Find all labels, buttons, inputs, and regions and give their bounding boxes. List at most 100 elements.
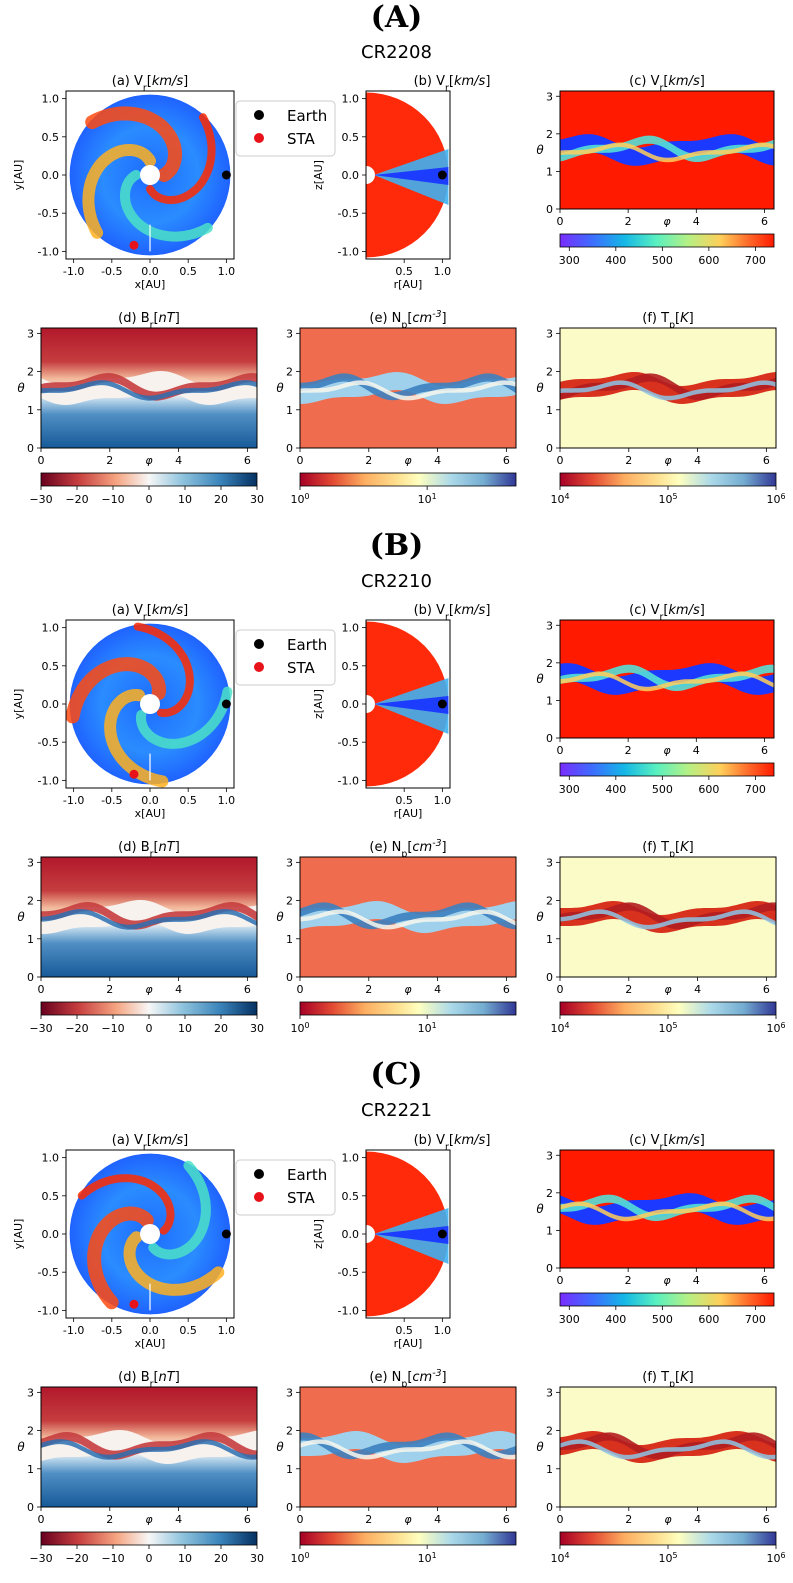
- colorbar-tick-label: 600: [698, 254, 719, 267]
- x-tick-label: 0: [38, 983, 45, 996]
- y-tick-label: 1.0: [42, 622, 60, 635]
- panel-f-frame: [559, 856, 777, 978]
- vr-spiral-arm: [104, 689, 169, 788]
- slow-wind-core: [374, 1226, 449, 1244]
- current-sheet-filament: [41, 901, 257, 930]
- panel-c-ylabel: θ: [536, 672, 544, 686]
- y-tick-label: 2: [286, 1425, 293, 1438]
- y-tick-label: 2: [286, 366, 293, 379]
- y-tick-label: 0.5: [342, 660, 360, 673]
- colorbar-tick-label: 30: [250, 493, 264, 506]
- panel-e-title: (e) Np[cm-3]: [369, 309, 446, 331]
- inner-boundary: [140, 1224, 160, 1244]
- y-tick-label: 1: [27, 404, 34, 417]
- x-tick-label: 4: [693, 1274, 700, 1287]
- x-tick-label: 0: [557, 215, 564, 228]
- section-c-label: (C): [370, 1057, 423, 1092]
- x-tick-label: 0: [297, 454, 304, 467]
- panel-a-xlabel: x[AU]: [135, 807, 166, 820]
- x-tick-label: 0: [297, 1513, 304, 1526]
- y-tick-label: 3: [286, 1386, 293, 1399]
- y-tick-label: 1: [546, 1463, 553, 1476]
- figure-section-0: (a) Vr[km/s] 1.0 0.5 0.0 -0.5 -1.0 -1.0 -0.5 0.0…: [12, 74, 786, 506]
- vr-spiral-arm: [65, 657, 166, 724]
- current-sheet-filament: [41, 909, 257, 930]
- colorbar-tick-label: 400: [605, 1313, 626, 1326]
- x-tick-label: 4: [175, 454, 182, 467]
- current-sheet-filament: [560, 902, 776, 930]
- colorbar-tick-label: 106: [766, 1021, 785, 1036]
- vr-spiral-arm: [82, 144, 156, 239]
- x-tick-label: 6: [761, 215, 768, 228]
- colorbar-tick-label: −30: [29, 1022, 52, 1035]
- x-tick-label: 6: [503, 454, 510, 467]
- earth-marker: [221, 699, 231, 709]
- panel-f-ylabel: θ: [536, 1440, 544, 1454]
- y-tick-label: 3: [27, 1386, 34, 1399]
- panel-f-xlabel: φ: [664, 983, 672, 996]
- y-tick-label: 3: [27, 856, 34, 869]
- panel-d-title: (d) Br[nT]: [118, 840, 180, 860]
- panel-b: (b) Vr[km/s] 1.0 0.5 0.0 -0.5 -1.0 0.5 1.0 r[AU]…: [312, 74, 490, 291]
- panel-e-frame: [299, 327, 517, 449]
- colorbar-tick-label: 20: [214, 1022, 228, 1035]
- panel-a-ylabel: y[AU]: [12, 689, 25, 720]
- panel-e-xlabel: φ: [404, 1513, 412, 1526]
- current-sheet-filament: [300, 1439, 516, 1460]
- x-tick-label: -0.5: [101, 794, 122, 807]
- x-tick-label: 0.0: [141, 1324, 159, 1337]
- legend-label-sta: STA: [287, 130, 316, 148]
- y-tick-label: 3: [546, 619, 553, 632]
- panel-d-title: (d) Br[nT]: [118, 311, 180, 331]
- vr-spiral-arm: [146, 113, 216, 204]
- colorbar-tick-label: 106: [766, 1551, 785, 1566]
- colorbar-tick-label: 105: [658, 1551, 677, 1566]
- panel-d-title: (d) Br[nT]: [118, 1370, 180, 1390]
- x-tick-label: 6: [763, 983, 770, 996]
- current-sheet-filament: [300, 902, 516, 930]
- y-tick-label: -1.0: [338, 245, 359, 258]
- vr-spiral-arm: [123, 1231, 225, 1296]
- panel-f-title: (f) Tp[K]: [642, 840, 693, 860]
- legend-label-earth: Earth: [287, 636, 327, 654]
- y-tick-label: 1: [286, 933, 293, 946]
- panel-d-frame: [40, 327, 258, 449]
- legend: Earth STA: [235, 629, 336, 686]
- panel-c-xlabel: φ: [663, 744, 671, 757]
- section-b-label: (B): [369, 528, 424, 563]
- colorbar-tick-label: 100: [290, 1021, 309, 1036]
- panel-f-colorbar: [559, 1531, 777, 1546]
- panel-f-xlabel: φ: [664, 454, 672, 467]
- x-tick-label: 0.0: [141, 265, 159, 278]
- x-tick-label: 4: [434, 1513, 441, 1526]
- x-tick-label: 2: [625, 215, 632, 228]
- panel-f: (f) Tp[K] 3 2 1 00 2 4 6 φ θ 104 105 106: [536, 1370, 785, 1565]
- current-sheet-filament: [560, 1439, 776, 1460]
- y-tick-label: 0: [546, 1501, 553, 1514]
- panel-a: (a) Vr[km/s] 1.0 0.5 0.0 -0.5 -1.0 -1.0 -0.5 0.0…: [12, 74, 336, 291]
- panel-a: (a) Vr[km/s] 1.0 0.5 0.0 -0.5 -1.0 -1.0 -0.5 0.0…: [12, 603, 336, 820]
- panel-b-ylabel: z[AU]: [312, 689, 325, 719]
- colorbar-tick-label: −10: [101, 1022, 124, 1035]
- y-tick-label: 1: [546, 933, 553, 946]
- panel-b-xlabel: r[AU]: [394, 278, 423, 291]
- y-tick-label: 0.0: [42, 169, 60, 182]
- legend-marker-sta: [254, 133, 264, 143]
- y-tick-label: 0.0: [42, 698, 60, 711]
- colorbar-tick-label: 20: [214, 493, 228, 506]
- x-tick-label: 1.0: [434, 1324, 452, 1337]
- y-tick-label: 1: [546, 404, 553, 417]
- y-tick-label: -0.5: [338, 1266, 359, 1279]
- colorbar-tick-label: −20: [65, 493, 88, 506]
- panel-e-frame: [299, 1386, 517, 1508]
- x-tick-label: 2: [365, 454, 372, 467]
- inner-boundary: [140, 694, 160, 714]
- x-tick-label: 0: [557, 1274, 564, 1287]
- y-tick-label: 3: [546, 90, 553, 103]
- x-tick-label: 1.0: [218, 1324, 236, 1337]
- colorbar-tick-label: −10: [101, 1552, 124, 1565]
- y-tick-label: 1: [546, 165, 553, 178]
- colorbar-tick-label: 600: [698, 1313, 719, 1326]
- panel-b: (b) Vr[km/s] 1.0 0.5 0.0 -0.5 -1.0 0.5 1.0 r[AU]…: [312, 1133, 490, 1350]
